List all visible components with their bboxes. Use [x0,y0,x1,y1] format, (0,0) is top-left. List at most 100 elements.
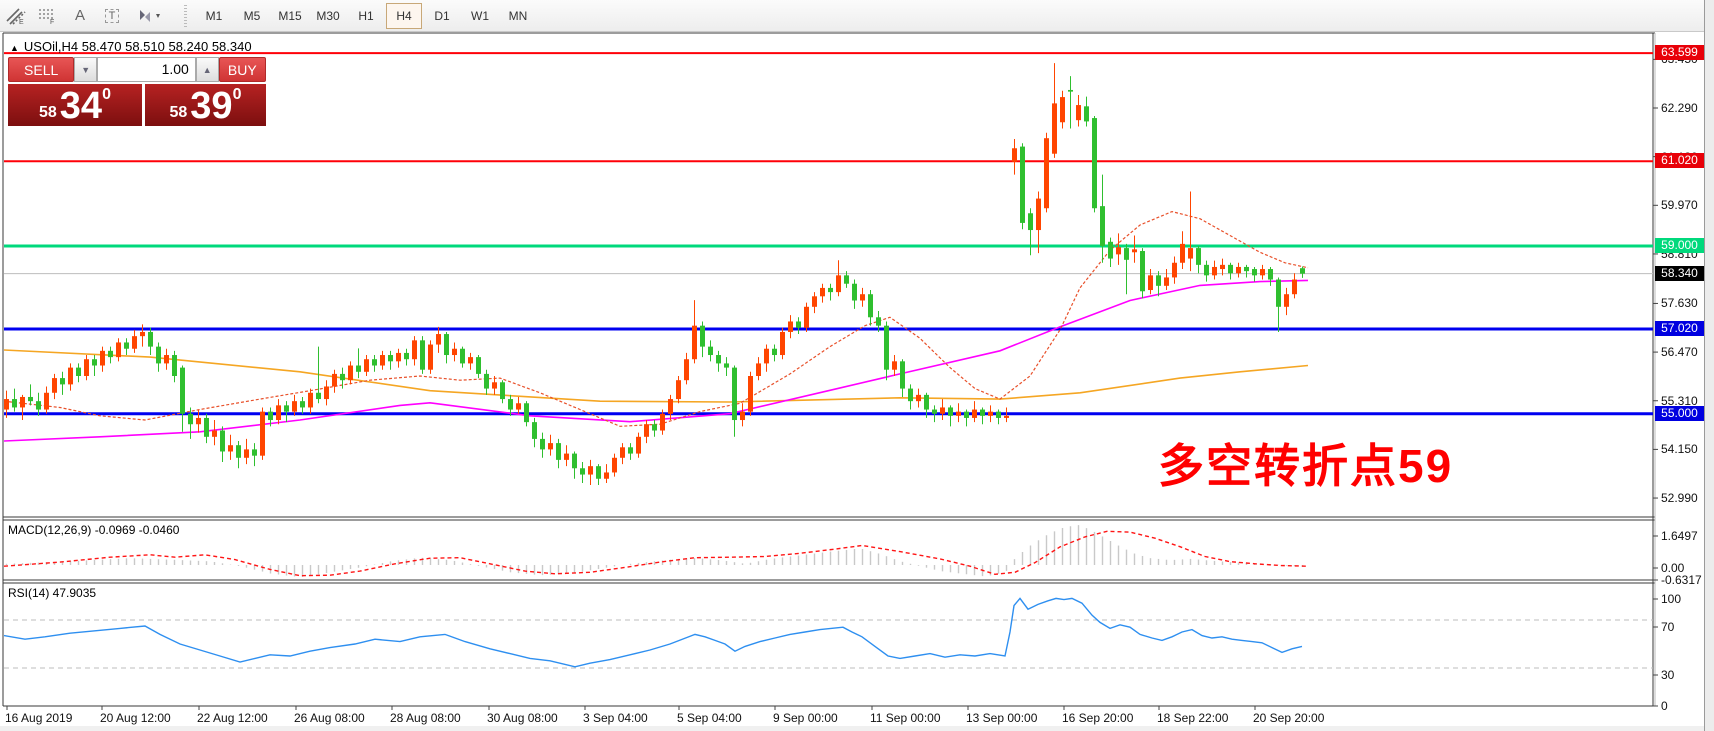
candle [508,399,513,410]
indicator-tick--0.6317: -0.6317 [1661,573,1702,587]
candle [1052,103,1057,154]
buy-button[interactable]: BUY [218,57,266,82]
candle [220,430,225,452]
toolbar-grip[interactable] [184,4,187,27]
candle [908,388,913,402]
price-tick-55.310: 55.310 [1661,393,1698,408]
macd-signal-line [4,530,1309,577]
arrows-tool-icon[interactable] [129,4,169,28]
timeframe-button-h1[interactable]: H1 [358,8,374,23]
candle [84,359,89,376]
equidistant-channel-icon[interactable]: E [1,4,31,28]
candle [1212,266,1217,276]
candle [284,405,289,412]
candle [812,296,817,307]
candle [148,331,153,347]
candle [268,411,273,421]
time-tick: 9 Sep 00:00 [773,711,838,725]
window-right-edge [1704,0,1714,731]
buy-price-display[interactable]: 58 39 0 [145,84,266,126]
candle [204,417,209,437]
candle [420,340,425,370]
price-tick-54.150: 54.150 [1661,442,1698,457]
candle [188,413,193,425]
candle [724,363,729,368]
candle [252,449,257,456]
candle [836,275,841,293]
timeframe-button-m1[interactable]: M1 [205,8,223,23]
candle [652,424,657,431]
candle [452,348,457,356]
candle [388,355,393,362]
candle [540,438,545,450]
rsi-line [4,597,1303,668]
timeframe-button-m5[interactable]: M5 [243,8,261,23]
candle [980,409,985,416]
timeframe-button-m30[interactable]: M30 [316,8,340,23]
candle [364,359,369,372]
candle [844,275,849,284]
text-label-icon[interactable]: A [74,7,85,24]
svg-text:E: E [19,19,24,25]
candle [404,352,409,360]
indicator-tick-100: 100 [1661,592,1682,606]
candle [92,359,97,366]
candle [1124,248,1129,260]
candle [428,344,433,370]
candle [36,401,41,410]
candle [1204,264,1209,276]
timeframe-button-mn[interactable]: MN [508,8,528,23]
candle [1172,262,1177,278]
candle [636,436,641,454]
candle [1300,268,1305,274]
candle [956,411,961,416]
candle [516,403,521,410]
svg-text:F: F [50,19,54,25]
volume-increase-button[interactable]: ▲ [195,57,219,82]
candle [932,409,937,414]
candle [1260,269,1265,276]
volume-decrease-button[interactable]: ▼ [74,57,98,82]
timeframe-button-d1[interactable]: D1 [434,8,450,23]
candle [300,401,305,408]
candle [1028,213,1033,231]
candle [820,287,825,297]
candle [316,392,321,400]
time-tick: 28 Aug 08:00 [390,711,461,725]
timeframe-button-m15[interactable]: M15 [278,8,302,23]
candle [884,325,889,370]
text-icon[interactable]: T [97,4,127,28]
candle [412,340,417,360]
sell-button[interactable]: SELL [8,57,75,82]
volume-input[interactable]: 1.00 [97,57,196,82]
price-badge-61.020: 61.020 [1655,153,1704,169]
candle [924,394,929,410]
candle [676,380,681,400]
candle [916,394,921,402]
price-tick-56.470: 56.470 [1661,345,1698,360]
candle [756,363,761,376]
timeframe-button-h4[interactable]: H4 [386,2,422,29]
candle [868,294,873,318]
candle [348,365,353,381]
ma-orange-line [4,349,1309,403]
candle [52,378,57,393]
candle [748,375,753,412]
time-tick: 3 Sep 04:00 [583,711,648,725]
time-tick: 20 Sep 20:00 [1253,711,1325,725]
candle [668,399,673,414]
candle [780,331,785,356]
candle [1068,89,1073,92]
candle [1100,206,1105,246]
candle [1156,275,1161,286]
sell-price-display[interactable]: 58 34 0 [8,84,142,126]
candle [332,373,337,387]
collapse-arrow-icon[interactable]: ▲ [10,43,19,53]
candle [436,334,441,345]
time-tick: 5 Sep 04:00 [677,711,742,725]
candle [876,317,881,326]
fibonacci-icon[interactable]: F [33,4,63,28]
candle [852,283,857,301]
timeframe-button-w1[interactable]: W1 [471,8,489,23]
